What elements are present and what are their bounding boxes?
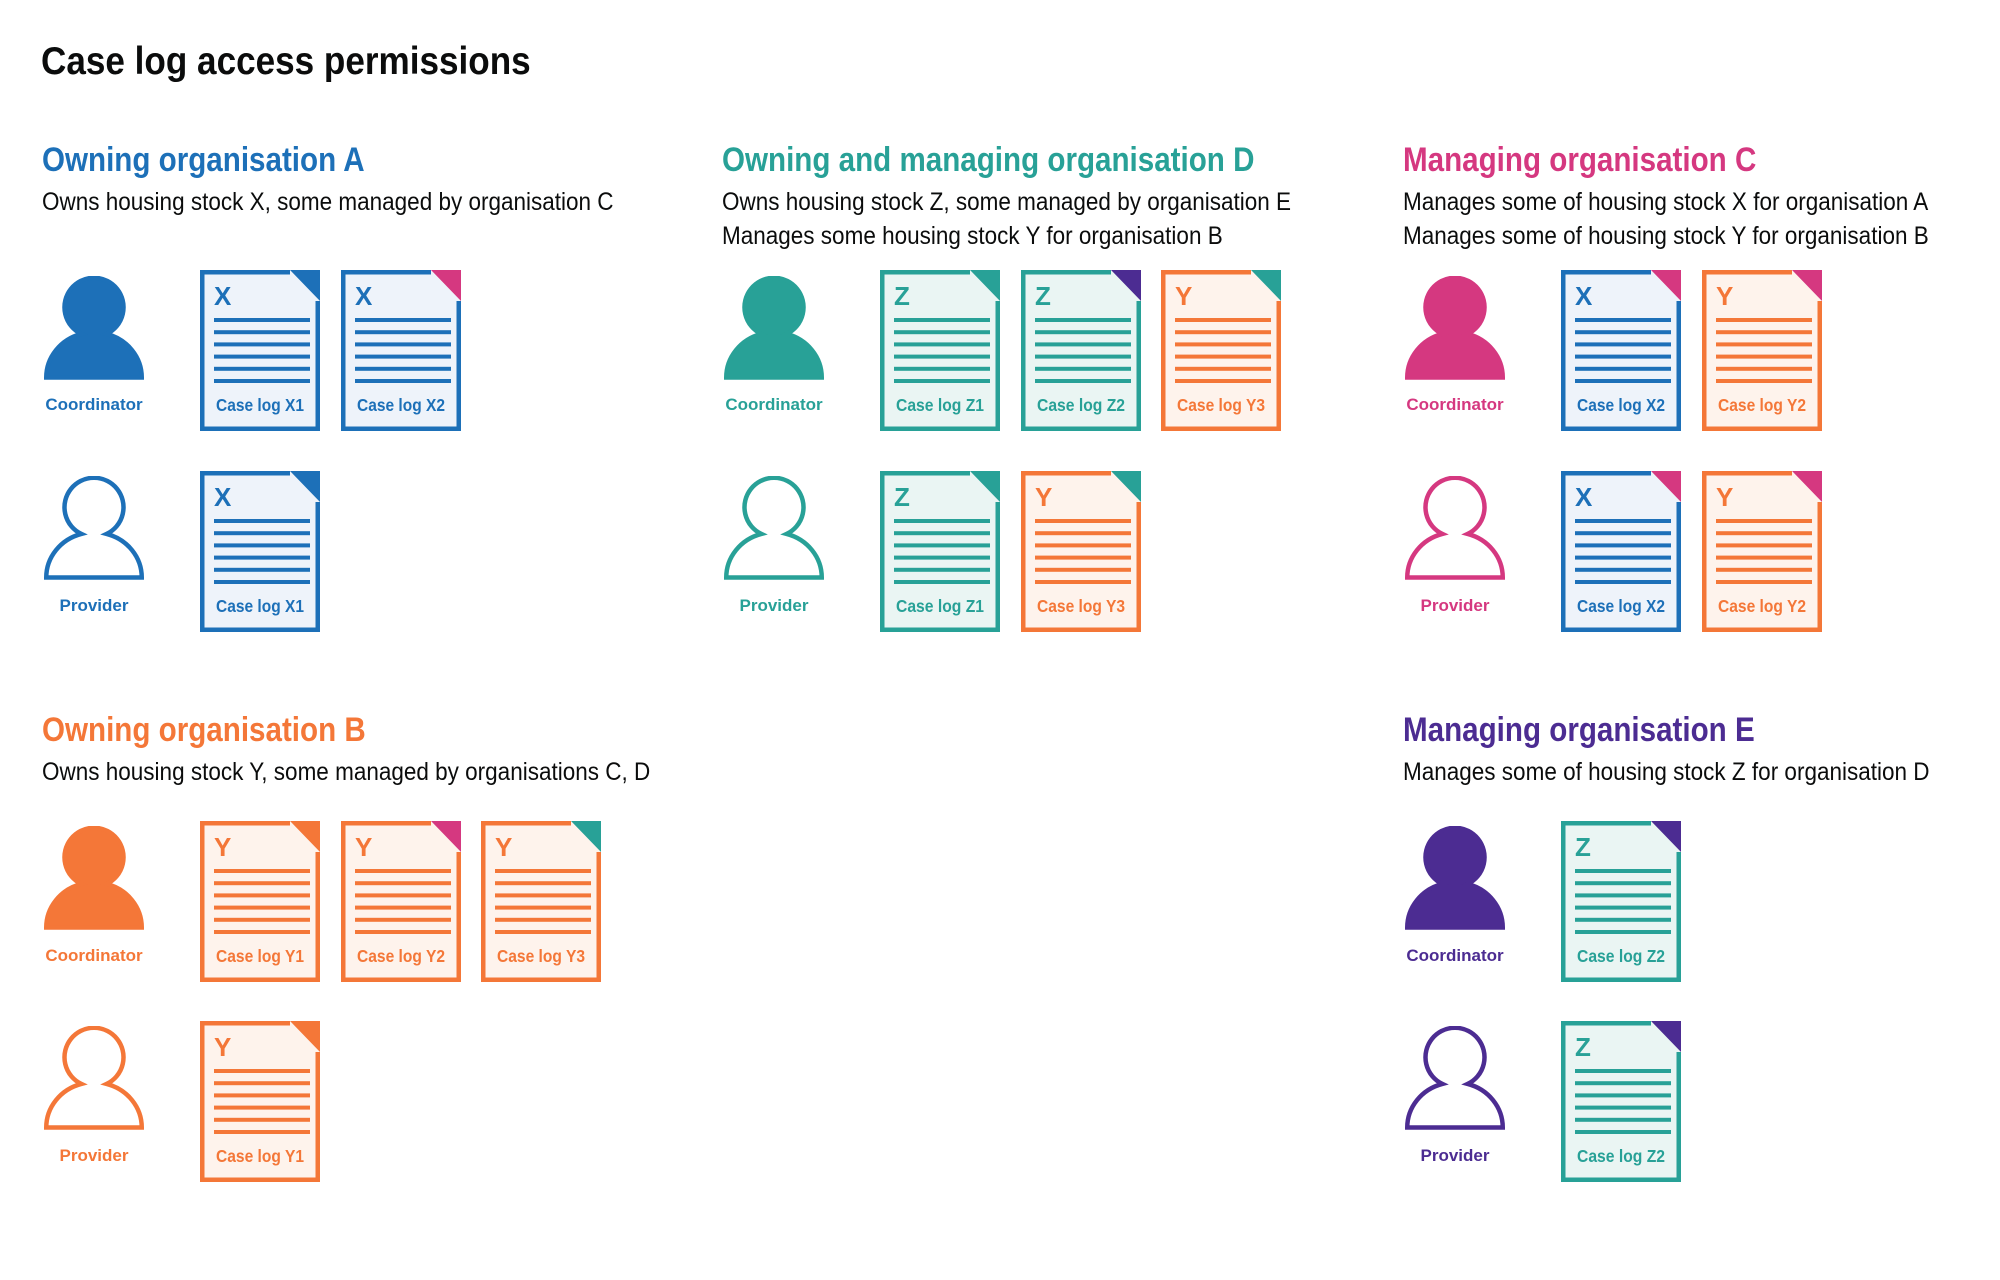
svg-text:Z: Z xyxy=(894,281,910,311)
svg-text:Case log Z1: Case log Z1 xyxy=(896,596,984,616)
svg-text:X: X xyxy=(1575,281,1593,311)
svg-text:Z: Z xyxy=(894,482,910,512)
svg-text:Y: Y xyxy=(1716,281,1733,311)
svg-text:Y: Y xyxy=(1175,281,1192,311)
svg-text:Case log X1: Case log X1 xyxy=(216,596,304,616)
svg-text:Y: Y xyxy=(495,832,512,862)
svg-text:Case log X2: Case log X2 xyxy=(1577,596,1665,616)
svg-text:X: X xyxy=(355,281,373,311)
svg-text:Y: Y xyxy=(214,1032,231,1062)
svg-text:Y: Y xyxy=(1035,482,1052,512)
svg-text:Case log Y2: Case log Y2 xyxy=(1718,596,1806,616)
svg-text:Z: Z xyxy=(1575,1032,1591,1062)
svg-text:Case log X2: Case log X2 xyxy=(1577,395,1665,415)
svg-text:Y: Y xyxy=(355,832,372,862)
svg-text:Case log X1: Case log X1 xyxy=(216,395,304,415)
svg-text:Case log Z2: Case log Z2 xyxy=(1577,946,1665,966)
svg-text:Y: Y xyxy=(214,832,231,862)
svg-text:Case log Z2: Case log Z2 xyxy=(1037,395,1125,415)
svg-text:Z: Z xyxy=(1575,832,1591,862)
svg-text:Z: Z xyxy=(1035,281,1051,311)
svg-text:Case log Z2: Case log Z2 xyxy=(1577,1146,1665,1166)
svg-text:Case log Z1: Case log Z1 xyxy=(896,395,984,415)
svg-text:Case log Y1: Case log Y1 xyxy=(216,946,304,966)
svg-text:X: X xyxy=(214,482,232,512)
svg-text:X: X xyxy=(214,281,232,311)
svg-text:X: X xyxy=(1575,482,1593,512)
svg-text:Case log Y3: Case log Y3 xyxy=(1177,395,1265,415)
svg-text:Case log Y3: Case log Y3 xyxy=(1037,596,1125,616)
svg-text:Case log Y3: Case log Y3 xyxy=(497,946,585,966)
svg-text:Case log Y1: Case log Y1 xyxy=(216,1146,304,1166)
svg-text:Case log X2: Case log X2 xyxy=(357,395,445,415)
svg-text:Case log Y2: Case log Y2 xyxy=(357,946,445,966)
svg-text:Case log Y2: Case log Y2 xyxy=(1718,395,1806,415)
svg-text:Y: Y xyxy=(1716,482,1733,512)
